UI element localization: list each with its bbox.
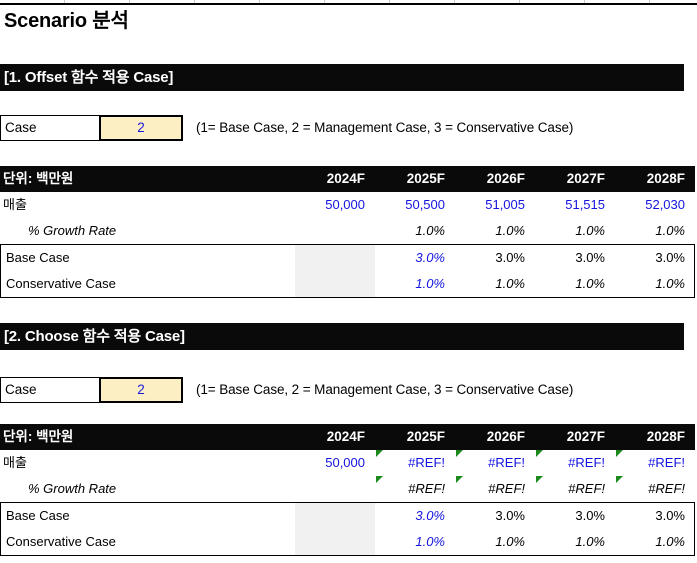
case-selector-row-1: Case 2 (1= Base Case, 2 = Management Cas… xyxy=(0,115,697,141)
row-label-growth-rate: % Growth Rate xyxy=(28,223,117,238)
choose-case-table: 단위: 백만원 2024F 2025F 2026F 2027F 2028F 매출… xyxy=(0,424,697,556)
error-indicator-icon xyxy=(456,450,463,457)
base-case-cell[interactable] xyxy=(295,503,375,529)
error-indicator-icon xyxy=(456,476,463,483)
growth-rate-row: % Growth Rate #REF! #REF! #REF! #REF! xyxy=(0,476,697,502)
row-label-conservative-case: Conservative Case xyxy=(6,276,116,291)
case-value-input[interactable]: 2 xyxy=(99,377,183,403)
year-header-2028f: 2028F xyxy=(646,171,685,186)
growth-cell[interactable] xyxy=(295,476,375,502)
case-label-cell: Case xyxy=(0,377,100,403)
base-case-cell[interactable]: 3.0% xyxy=(575,508,605,523)
growth-cell[interactable]: 1.0% xyxy=(495,223,525,238)
year-header-2025f: 2025F xyxy=(406,171,445,186)
table-header-row: 단위: 백만원 2024F 2025F 2026F 2027F 2028F xyxy=(0,166,695,192)
growth-error-cell[interactable]: #REF! xyxy=(535,476,615,502)
base-case-cell[interactable]: 3.0% xyxy=(495,508,525,523)
unit-label: 단위: 백만원 xyxy=(3,171,74,186)
conservative-case-cell[interactable] xyxy=(295,271,375,297)
error-indicator-icon xyxy=(536,476,543,483)
base-case-cell[interactable]: 3.0% xyxy=(575,250,605,265)
growth-error-cell[interactable]: #REF! xyxy=(615,476,695,502)
conservative-case-row: Conservative Case 1.0% 1.0% 1.0% 1.0% xyxy=(1,271,694,297)
offset-case-table: 단위: 백만원 2024F 2025F 2026F 2027F 2028F 매출… xyxy=(0,166,697,298)
base-case-cell[interactable]: 3.0% xyxy=(655,250,685,265)
year-header-2028f: 2028F xyxy=(646,429,685,444)
revenue-error-cell[interactable]: #REF! xyxy=(535,450,615,476)
year-header-2027f: 2027F xyxy=(566,171,605,186)
error-indicator-icon xyxy=(376,450,383,457)
conservative-case-cell[interactable]: 1.0% xyxy=(495,276,525,291)
case-legend: (1= Base Case, 2 = Management Case, 3 = … xyxy=(196,120,574,135)
revenue-cell[interactable]: 51,515 xyxy=(565,197,605,212)
year-header-2024f: 2024F xyxy=(326,171,365,186)
row-label-base-case: Base Case xyxy=(6,250,70,265)
conservative-case-row: Conservative Case 1.0% 1.0% 1.0% 1.0% xyxy=(1,529,694,555)
section-2-header-bar: [2. Choose 함수 적용 Case] xyxy=(0,323,684,350)
scenario-assumptions-box: Base Case 3.0% 3.0% 3.0% 3.0% Conservati… xyxy=(0,502,695,556)
revenue-error-cell[interactable]: #REF! xyxy=(615,450,695,476)
conservative-case-cell[interactable]: 1.0% xyxy=(495,534,525,549)
base-case-cell[interactable]: 3.0% xyxy=(655,508,685,523)
growth-cell[interactable] xyxy=(295,218,375,244)
case-label-cell: Case xyxy=(0,115,100,141)
growth-rate-row: % Growth Rate 1.0% 1.0% 1.0% 1.0% xyxy=(0,218,697,244)
base-case-cell[interactable]: 3.0% xyxy=(495,250,525,265)
revenue-error-cell[interactable]: #REF! xyxy=(455,450,535,476)
row-label-revenue: 매출 xyxy=(3,455,27,470)
row-label-conservative-case: Conservative Case xyxy=(6,534,116,549)
base-case-cell[interactable] xyxy=(295,245,375,271)
error-indicator-icon xyxy=(616,450,623,457)
unit-label: 단위: 백만원 xyxy=(3,429,74,444)
row-label-base-case: Base Case xyxy=(6,508,70,523)
revenue-cell[interactable]: 51,005 xyxy=(485,197,525,212)
revenue-cell[interactable]: 50,000 xyxy=(325,197,365,212)
scenario-assumptions-box: Base Case 3.0% 3.0% 3.0% 3.0% Conservati… xyxy=(0,244,695,298)
year-header-2026f: 2026F xyxy=(486,429,525,444)
revenue-cell[interactable]: 52,030 xyxy=(645,197,685,212)
error-indicator-icon xyxy=(616,476,623,483)
revenue-error-cell[interactable]: #REF! xyxy=(375,450,455,476)
revenue-cell[interactable]: 50,500 xyxy=(405,197,445,212)
year-header-2025f: 2025F xyxy=(406,429,445,444)
page-title: Scenario 분석 xyxy=(4,10,129,32)
revenue-row: 매출 50,000 #REF! #REF! #REF! #REF! xyxy=(0,450,697,476)
case-selector-row-2: Case 2 (1= Base Case, 2 = Management Cas… xyxy=(0,377,697,403)
base-case-row: Base Case 3.0% 3.0% 3.0% 3.0% xyxy=(1,245,694,271)
conservative-case-cell[interactable]: 1.0% xyxy=(415,534,445,549)
year-header-2027f: 2027F xyxy=(566,429,605,444)
spreadsheet-top-edge xyxy=(0,0,697,5)
growth-cell[interactable]: 1.0% xyxy=(575,223,605,238)
conservative-case-cell[interactable]: 1.0% xyxy=(575,534,605,549)
conservative-case-cell[interactable]: 1.0% xyxy=(415,276,445,291)
growth-cell[interactable]: 1.0% xyxy=(655,223,685,238)
revenue-cell[interactable]: 50,000 xyxy=(325,455,365,470)
conservative-case-cell[interactable]: 1.0% xyxy=(575,276,605,291)
base-case-row: Base Case 3.0% 3.0% 3.0% 3.0% xyxy=(1,503,694,529)
row-label-revenue: 매출 xyxy=(3,197,27,212)
year-header-2024f: 2024F xyxy=(326,429,365,444)
error-indicator-icon xyxy=(376,476,383,483)
case-legend: (1= Base Case, 2 = Management Case, 3 = … xyxy=(196,382,574,397)
growth-error-cell[interactable]: #REF! xyxy=(455,476,535,502)
growth-error-cell[interactable]: #REF! xyxy=(375,476,455,502)
error-indicator-icon xyxy=(536,450,543,457)
base-case-cell[interactable]: 3.0% xyxy=(415,250,445,265)
case-value-input[interactable]: 2 xyxy=(99,115,183,141)
table-header-row: 단위: 백만원 2024F 2025F 2026F 2027F 2028F xyxy=(0,424,695,450)
row-label-growth-rate: % Growth Rate xyxy=(28,481,117,496)
section-1-header-bar: [1. Offset 함수 적용 Case] xyxy=(0,64,684,91)
base-case-cell[interactable]: 3.0% xyxy=(415,508,445,523)
year-header-2026f: 2026F xyxy=(486,171,525,186)
conservative-case-cell[interactable]: 1.0% xyxy=(655,276,685,291)
revenue-row: 매출 50,000 50,500 51,005 51,515 52,030 xyxy=(0,192,697,218)
conservative-case-cell[interactable]: 1.0% xyxy=(655,534,685,549)
conservative-case-cell[interactable] xyxy=(295,529,375,555)
growth-cell[interactable]: 1.0% xyxy=(415,223,445,238)
